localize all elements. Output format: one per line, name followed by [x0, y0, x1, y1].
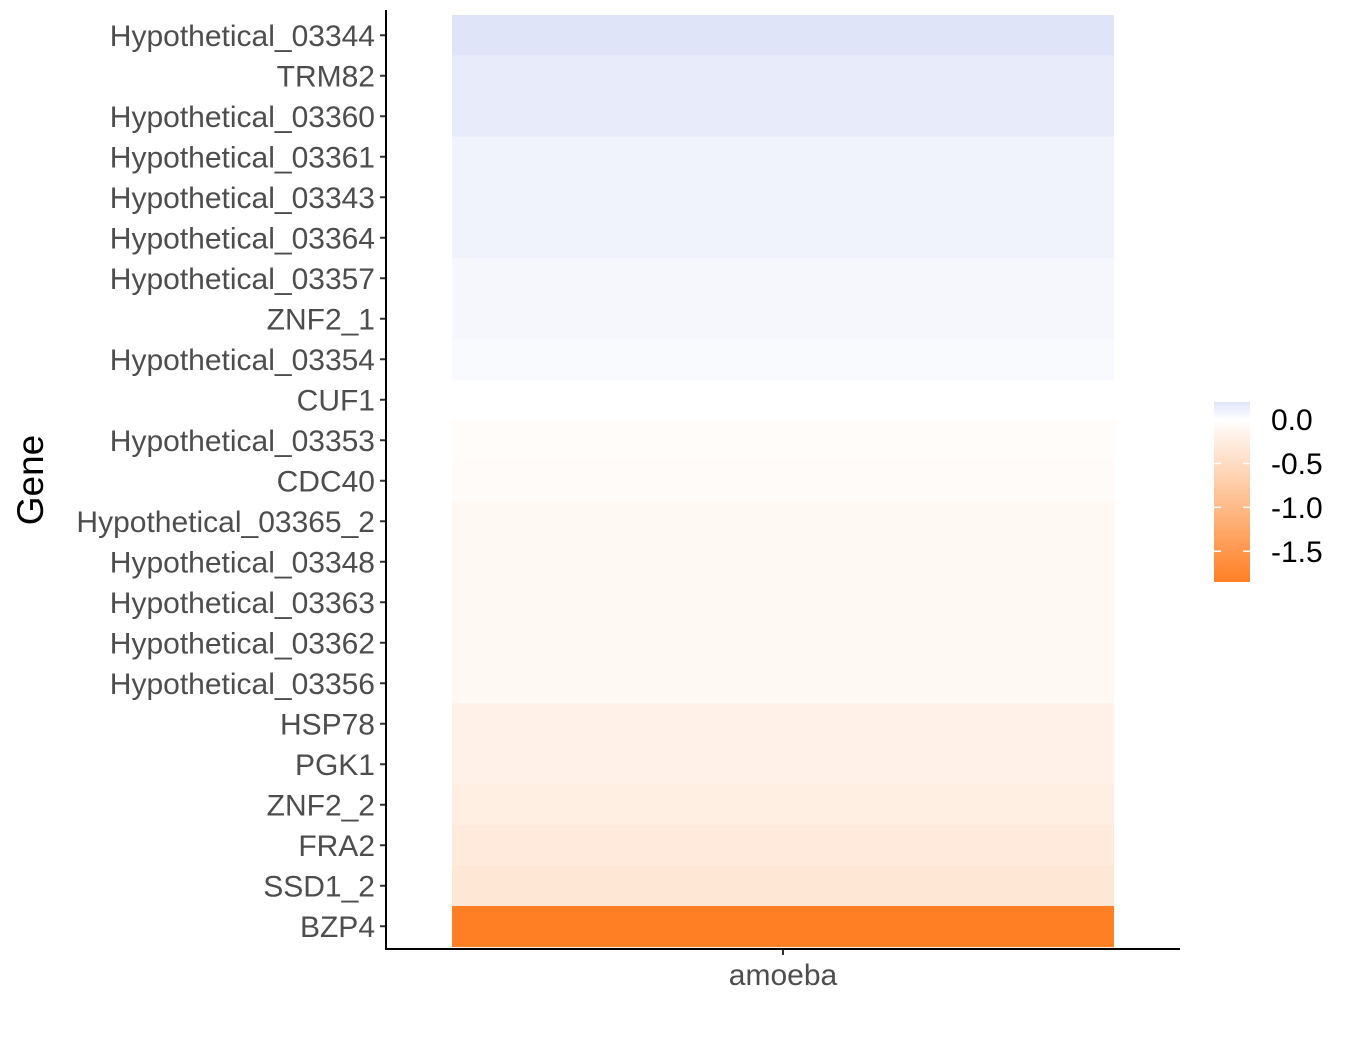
heatmap-tile [452, 15, 1114, 57]
y-tick-label: ZNF2_2 [267, 789, 375, 822]
heatmap-tile [452, 339, 1114, 381]
heatmap-tile [452, 825, 1114, 867]
y-tick-label: Hypothetical_03353 [110, 425, 375, 458]
heatmap-tile [452, 744, 1114, 786]
y-tick-label: Hypothetical_03362 [110, 627, 375, 660]
legend-colorbar [1214, 402, 1250, 582]
x-tick-label: amoeba [729, 959, 838, 992]
heatmap-tiles [452, 15, 1114, 948]
y-axis-title: Gene [10, 435, 51, 526]
heatmap-tile [452, 784, 1114, 826]
y-tick-label: HSP78 [280, 708, 375, 741]
heatmap-tile [452, 865, 1114, 907]
heatmap-tile [452, 582, 1114, 624]
y-tick-label: Hypothetical_03363 [110, 587, 375, 620]
heatmap-tile [452, 298, 1114, 340]
y-tick-label: Hypothetical_03361 [110, 141, 375, 174]
legend-tick-label: 0.0 [1271, 404, 1313, 437]
legend-tick-label: -1.0 [1271, 492, 1323, 525]
heatmap-tile [452, 906, 1114, 948]
heatmap-tile [452, 501, 1114, 543]
y-tick-label: ZNF2_1 [267, 303, 375, 336]
heatmap-tile [452, 460, 1114, 502]
y-tick-label: Hypothetical_03348 [110, 546, 375, 579]
heatmap-tile [452, 703, 1114, 745]
heatmap-tile [452, 420, 1114, 462]
y-tick-label: BZP4 [300, 911, 375, 944]
y-tick-label: SSD1_2 [263, 870, 375, 903]
legend-tick-label: -1.5 [1271, 536, 1323, 569]
y-tick-label: Hypothetical_03354 [110, 344, 375, 377]
x-axis-ticks: amoeba [729, 949, 838, 992]
y-tick-label: Hypothetical_03343 [110, 182, 375, 215]
heatmap-tile [452, 622, 1114, 664]
legend-ticks: 0.0 -0.5 -1.0 -1.5 [1214, 404, 1323, 569]
heatmap-tile [452, 96, 1114, 138]
heatmap-tile [452, 217, 1114, 259]
legend-tick-label: -0.5 [1271, 448, 1323, 481]
y-tick-label: Hypothetical_03356 [110, 668, 375, 701]
heatmap-tile [452, 663, 1114, 705]
heatmap-tile [452, 136, 1114, 178]
y-tick-label: Hypothetical_03365_2 [76, 506, 375, 539]
y-tick-label: TRM82 [277, 60, 375, 93]
y-axis-ticks: Hypothetical_03344 TRM82 Hypothetical_0336… [76, 20, 386, 944]
y-tick-label: PGK1 [295, 749, 375, 782]
y-tick-label: CDC40 [277, 465, 375, 498]
y-tick-label: Hypothetical_03357 [110, 263, 375, 296]
heatmap-tile [452, 177, 1114, 219]
y-tick-label: Hypothetical_03364 [110, 222, 375, 255]
y-tick-label: Hypothetical_03344 [110, 20, 375, 53]
y-tick-label: Hypothetical_03360 [110, 101, 375, 134]
heatmap-tile [452, 541, 1114, 583]
heatmap-tile [452, 258, 1114, 300]
y-tick-label: FRA2 [298, 830, 375, 863]
heatmap-tile [452, 55, 1114, 97]
color-legend: 0.0 -0.5 -1.0 -1.5 [1214, 402, 1323, 582]
y-tick-label: CUF1 [297, 384, 375, 417]
